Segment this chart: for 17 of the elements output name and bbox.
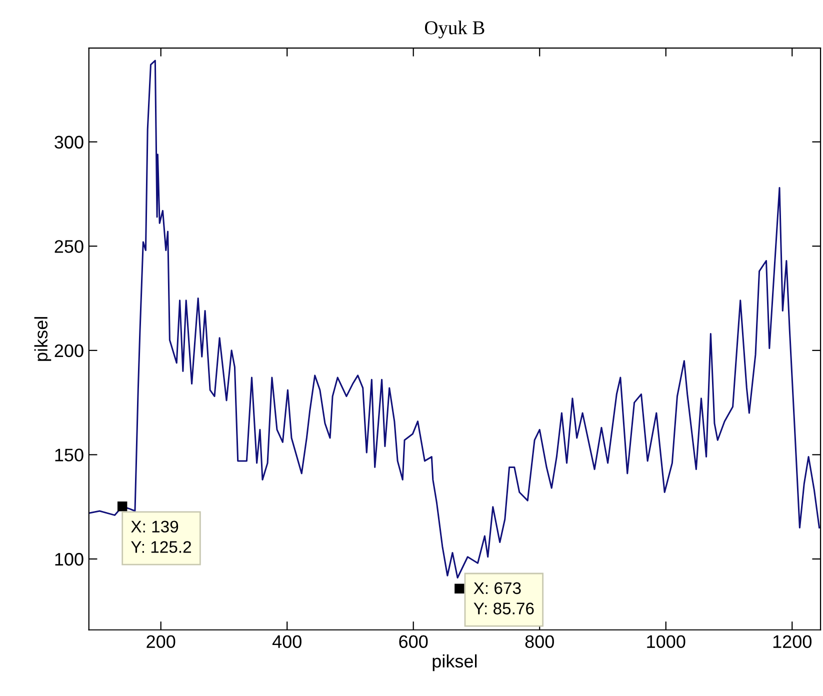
y-tick-label: 300 — [54, 136, 84, 149]
y-tick-label: 200 — [54, 344, 84, 358]
y-axis-title: piksel — [34, 317, 52, 361]
x-tick-label: 1200 — [773, 635, 812, 648]
y-tick-label: 100 — [55, 552, 84, 566]
x-tick-label: 600 — [399, 635, 428, 648]
x-tick-label: 1000 — [647, 635, 686, 648]
y-tick-label: 250 — [54, 240, 84, 253]
annotation: X: 673 Y: 85.76 — [474, 582, 534, 614]
y-tick-label: 150 — [55, 448, 84, 462]
annotation: X: 139 Y: 125.2 — [131, 520, 192, 553]
x-axis-title: piksel — [432, 654, 477, 672]
chart-title: Oyuk B — [424, 20, 484, 38]
x-tick-label: 800 — [525, 635, 554, 648]
x-tick-label: 200 — [146, 635, 176, 648]
x-tick-label: 400 — [272, 635, 302, 648]
line-series — [88, 60, 820, 579]
